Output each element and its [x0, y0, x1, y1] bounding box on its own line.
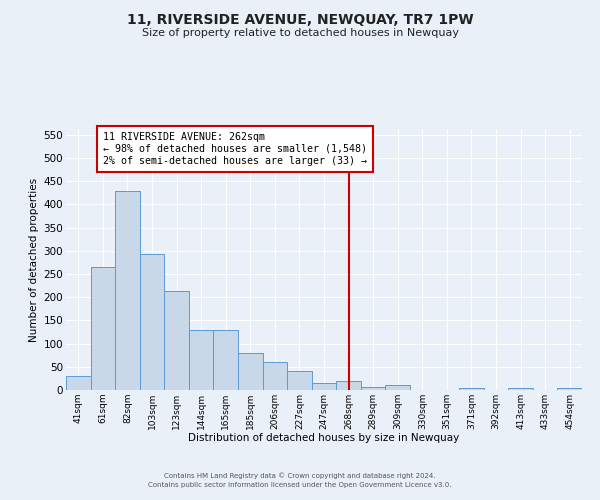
Bar — [140, 254, 164, 390]
Bar — [238, 354, 263, 390]
Bar — [312, 383, 336, 390]
Bar — [336, 380, 361, 390]
Bar — [263, 362, 287, 390]
Text: Size of property relative to detached houses in Newquay: Size of property relative to detached ho… — [142, 28, 458, 38]
Bar — [66, 376, 91, 390]
Bar — [459, 388, 484, 390]
Text: 11, RIVERSIDE AVENUE, NEWQUAY, TR7 1PW: 11, RIVERSIDE AVENUE, NEWQUAY, TR7 1PW — [127, 12, 473, 26]
Bar — [91, 267, 115, 390]
Bar — [361, 387, 385, 390]
Bar — [115, 192, 140, 390]
Bar — [508, 388, 533, 390]
Y-axis label: Number of detached properties: Number of detached properties — [29, 178, 40, 342]
Text: Contains HM Land Registry data © Crown copyright and database right 2024.
Contai: Contains HM Land Registry data © Crown c… — [148, 472, 452, 488]
Text: 11 RIVERSIDE AVENUE: 262sqm
← 98% of detached houses are smaller (1,548)
2% of s: 11 RIVERSIDE AVENUE: 262sqm ← 98% of det… — [103, 132, 367, 166]
Bar — [164, 290, 189, 390]
Bar — [189, 330, 214, 390]
X-axis label: Distribution of detached houses by size in Newquay: Distribution of detached houses by size … — [188, 434, 460, 444]
Bar — [287, 372, 312, 390]
Bar — [214, 330, 238, 390]
Bar — [385, 386, 410, 390]
Bar — [557, 388, 582, 390]
